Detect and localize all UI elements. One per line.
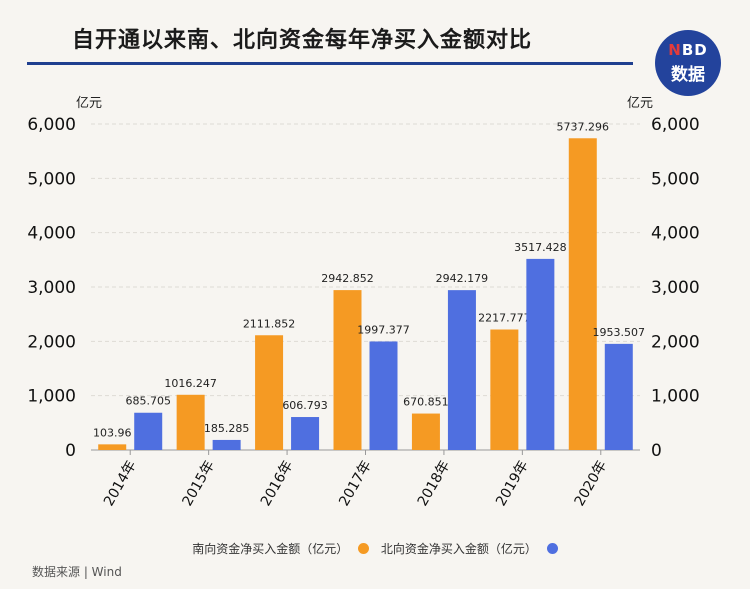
y-tick-label-right: 3,000 [651, 278, 700, 298]
y-tick-label-right: 2,000 [651, 332, 700, 352]
y-axis-unit-right: 亿元 [627, 96, 653, 111]
bar-north [447, 290, 476, 450]
nbd-logo: NBD 数据 [655, 30, 721, 96]
bar-north [369, 341, 398, 450]
y-tick-label-left: 5,000 [27, 169, 76, 189]
data-label: 3517.428 [514, 241, 567, 254]
data-label: 185.285 [204, 422, 250, 435]
y-tick-label-right: 0 [651, 441, 662, 461]
bar-north [526, 258, 555, 450]
y-tick-label-left: 3,000 [27, 278, 76, 298]
y-tick-label-left: 4,000 [27, 224, 76, 244]
y-tick-label-right: 5,000 [651, 169, 700, 189]
bar-south [490, 329, 519, 450]
y-axis-unit-left: 亿元 [76, 96, 102, 111]
y-tick-label-right: 4,000 [651, 224, 700, 244]
bar-chart: 0 0 1,000 1,000 2,000 2,000 3,000 3,000 4,000 4,0… [27, 96, 700, 509]
y-tick-label-left: 1,000 [27, 387, 76, 407]
data-label: 5737.296 [557, 120, 610, 133]
x-tick-label: 2016年 [258, 458, 297, 509]
bar-south [255, 335, 284, 450]
data-label: 1016.247 [164, 377, 217, 390]
bar-north [212, 439, 241, 450]
legend-label-north: 北向资金净买入金额（亿元） [380, 542, 537, 556]
bar-south [411, 413, 440, 450]
x-tick-label: 2020年 [572, 458, 611, 509]
y-tick-label-left: 2,000 [27, 332, 76, 352]
data-label: 1997.377 [357, 323, 410, 336]
legend-item-north[interactable]: 北向资金净买入金额（亿元） [381, 540, 558, 557]
x-tick-label: 2018年 [415, 458, 454, 509]
bar-south [98, 444, 127, 450]
data-label: 2111.852 [243, 317, 296, 330]
data-source: 数据来源 | Wind [32, 565, 122, 579]
y-tick-label-right: 1,000 [651, 387, 700, 407]
data-label: 1953.507 [593, 326, 646, 339]
y-tick-label-right: 6,000 [651, 115, 700, 135]
legend-item-south[interactable]: 南向资金净买入金额（亿元） [192, 540, 370, 557]
bar-north [291, 417, 320, 450]
bar-south [568, 138, 597, 450]
chart-title: 自开通以来南、北向资金每年净买入金额对比 [72, 28, 533, 53]
data-label: 670.851 [403, 396, 449, 409]
x-tick-label: 2015年 [179, 458, 218, 509]
data-label: 2942.179 [436, 272, 489, 285]
x-tick-label: 2019年 [493, 458, 532, 509]
legend-label-south: 南向资金净买入金额（亿元） [192, 542, 349, 556]
bar-north [134, 412, 163, 450]
y-tick-label-left: 0 [65, 441, 76, 461]
legend-dot-north [546, 543, 558, 554]
bar-south [176, 394, 205, 450]
legend-dot-south [358, 543, 370, 554]
x-tick-label: 2017年 [336, 458, 375, 509]
data-label: 685.705 [125, 395, 171, 408]
y-tick-label-left: 6,000 [27, 115, 76, 135]
bar-south [333, 290, 362, 450]
data-label: 2942.852 [321, 272, 374, 285]
logo-text-bottom: 数据 [671, 65, 705, 85]
title-divider [27, 62, 633, 65]
data-label: 2217.777 [478, 312, 531, 325]
data-label: 103.96 [93, 426, 132, 439]
x-tick-label: 2014年 [101, 458, 140, 509]
bar-north [604, 343, 633, 450]
legend: 南向资金净买入金额（亿元） 北向资金净买入金额（亿元） [0, 540, 750, 557]
data-label: 606.793 [282, 399, 328, 412]
logo-text-top: NBD [668, 41, 708, 59]
